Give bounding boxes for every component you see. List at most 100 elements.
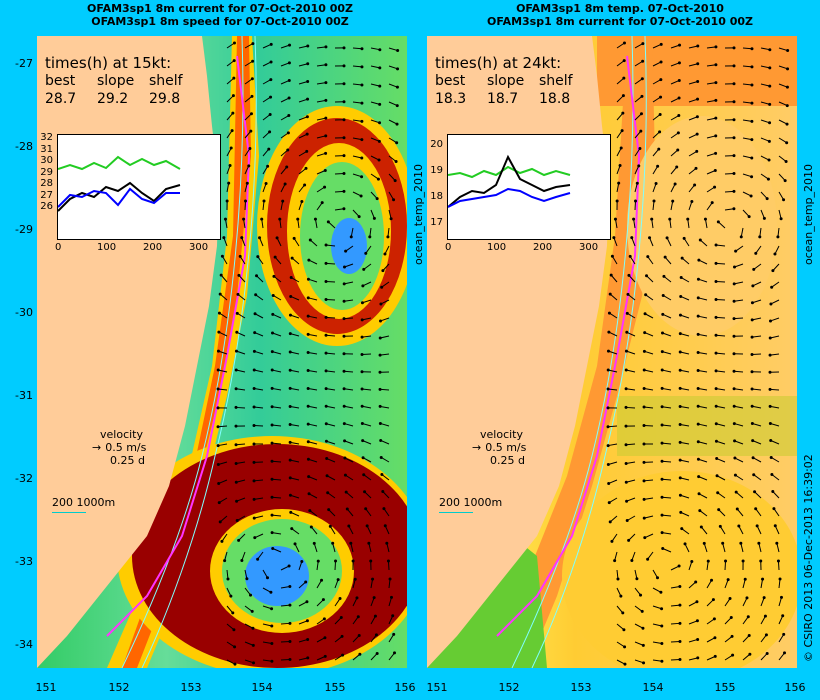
current-arrow-head bbox=[288, 458, 292, 462]
current-arrow-head bbox=[660, 441, 664, 445]
current-arrow-head bbox=[305, 600, 309, 604]
current-arrow-head bbox=[306, 79, 310, 83]
current-arrow bbox=[688, 620, 698, 625]
current-arrow-head bbox=[678, 350, 682, 354]
current-arrow-head bbox=[360, 421, 364, 425]
current-arrow-head bbox=[751, 456, 755, 460]
current-arrow-head bbox=[367, 541, 371, 545]
current-arrow-head bbox=[323, 185, 327, 189]
current-arrow bbox=[680, 423, 690, 427]
current-arrow bbox=[262, 79, 272, 85]
current-arrow bbox=[680, 494, 690, 499]
current-arrow-head bbox=[357, 633, 361, 637]
current-arrow-head bbox=[312, 541, 316, 545]
current-arrow-head bbox=[751, 284, 755, 288]
current-arrow bbox=[724, 560, 727, 571]
current-arrow-head bbox=[340, 634, 344, 638]
current-arrow-head bbox=[678, 313, 682, 317]
current-arrow bbox=[308, 493, 318, 499]
current-arrow-head bbox=[308, 238, 312, 242]
current-arrow-head bbox=[752, 267, 756, 271]
current-arrow bbox=[325, 280, 336, 283]
current-arrow bbox=[334, 190, 345, 193]
current-arrow-head bbox=[237, 538, 241, 542]
current-arrow bbox=[652, 659, 662, 662]
current-arrow-head bbox=[779, 217, 783, 221]
lon-label: 152 bbox=[498, 681, 520, 694]
current-arrow-head bbox=[753, 490, 757, 494]
current-arrow-head bbox=[218, 520, 222, 524]
current-arrow-head bbox=[610, 539, 614, 543]
current-arrow-head bbox=[678, 476, 682, 480]
current-arrow bbox=[244, 95, 253, 103]
current-arrow bbox=[325, 262, 336, 265]
current-arrow-head bbox=[769, 455, 773, 459]
current-arrow-head bbox=[396, 67, 400, 71]
current-arrow bbox=[253, 406, 264, 409]
current-arrow bbox=[760, 191, 768, 199]
left-inset-ytick: 31 bbox=[40, 143, 53, 155]
current-arrow-head bbox=[288, 639, 292, 643]
current-arrow bbox=[380, 440, 390, 445]
current-arrow-head bbox=[622, 59, 626, 63]
current-arrow-head bbox=[625, 499, 629, 503]
right-value-slope: 18.7 bbox=[487, 91, 519, 107]
current-arrow-head bbox=[654, 182, 658, 186]
current-arrow-head bbox=[634, 199, 638, 203]
current-arrow-head bbox=[287, 78, 291, 82]
current-arrow bbox=[363, 474, 372, 481]
current-arrow-head bbox=[249, 593, 253, 597]
current-arrow bbox=[770, 422, 780, 427]
current-arrow bbox=[698, 352, 708, 355]
current-arrow-head bbox=[714, 369, 718, 373]
current-arrow-head bbox=[324, 422, 328, 426]
current-arrow bbox=[298, 116, 308, 121]
current-arrow bbox=[661, 442, 672, 445]
current-arrow-head bbox=[304, 166, 308, 170]
current-arrow bbox=[276, 237, 282, 247]
current-arrow-head bbox=[690, 199, 694, 203]
current-arrow-head bbox=[751, 439, 755, 443]
current-arrow bbox=[634, 130, 642, 139]
current-arrow bbox=[262, 183, 267, 193]
current-arrow bbox=[334, 654, 343, 661]
current-arrow bbox=[706, 618, 715, 625]
current-arrow bbox=[254, 332, 264, 337]
current-arrow-head bbox=[606, 368, 610, 372]
current-arrow-head bbox=[325, 457, 329, 461]
current-arrow-head bbox=[624, 443, 628, 447]
current-arrow-head bbox=[342, 118, 346, 122]
current-arrow-head bbox=[696, 62, 700, 66]
current-arrow-head bbox=[678, 332, 682, 336]
current-arrow-head bbox=[360, 65, 364, 69]
current-arrow-head bbox=[785, 104, 789, 108]
current-arrow-head bbox=[678, 585, 682, 589]
current-arrow-head bbox=[659, 42, 663, 46]
current-arrow-head bbox=[287, 61, 291, 65]
current-arrow bbox=[609, 312, 618, 319]
current-arrow bbox=[662, 532, 672, 535]
current-vector-field bbox=[216, 41, 400, 666]
current-arrow-head bbox=[288, 313, 292, 317]
current-arrow-head bbox=[714, 279, 718, 283]
current-arrow-head bbox=[253, 536, 257, 540]
current-arrow-head bbox=[342, 136, 346, 140]
current-arrow bbox=[280, 201, 284, 211]
current-arrow-head bbox=[729, 616, 733, 620]
current-arrow-head bbox=[630, 558, 634, 562]
current-arrow-head bbox=[642, 516, 646, 520]
current-arrow-head bbox=[251, 643, 255, 647]
current-arrow-head bbox=[642, 387, 646, 391]
current-arrow-head bbox=[785, 85, 789, 89]
current-arrow-head bbox=[288, 476, 292, 480]
current-arrow-head bbox=[661, 312, 665, 316]
current-arrow-head bbox=[768, 48, 772, 52]
current-arrow bbox=[388, 101, 398, 107]
current-arrow bbox=[718, 221, 726, 229]
current-arrow-head bbox=[783, 651, 787, 655]
current-arrow-head bbox=[252, 516, 256, 520]
current-arrow-head bbox=[374, 633, 378, 637]
current-arrow-head bbox=[220, 539, 224, 543]
current-arrow bbox=[366, 525, 372, 535]
current-arrow bbox=[316, 186, 325, 193]
